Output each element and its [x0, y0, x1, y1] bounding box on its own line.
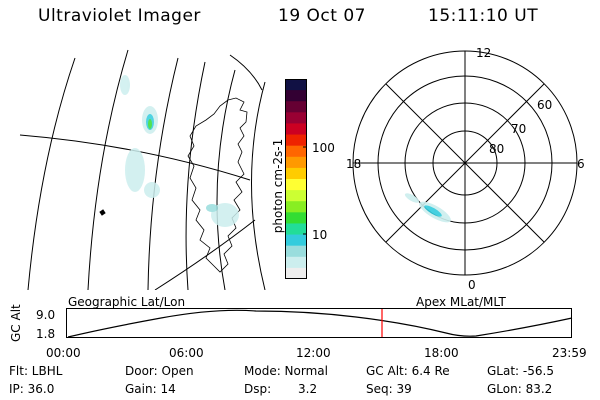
geographic-map	[19, 49, 266, 290]
date-label: 19 Oct 07	[278, 6, 366, 26]
xtick-1200: 12:00	[296, 346, 331, 360]
status-door: Door: Open	[125, 364, 194, 378]
colorbar-segment	[285, 156, 307, 169]
colorbar-segment	[285, 201, 307, 213]
polar-plot	[352, 50, 578, 276]
colorbar-segment	[285, 212, 307, 224]
map-grid-arc	[229, 54, 263, 91]
status-filter: Flt: LBHL	[9, 364, 63, 378]
lat-label-70: 70	[511, 122, 527, 136]
status-dsp-value: 3.2	[298, 382, 318, 396]
map-grid-arc	[87, 49, 129, 290]
mlt-line-diag	[385, 83, 545, 243]
status-gc-alt: GC Alt: 6.4 Re	[366, 364, 450, 378]
aurora-emission	[120, 75, 239, 227]
status-mode: Mode: Normal	[244, 364, 328, 378]
colorbar-segment	[285, 267, 307, 279]
geographic-label: Geographic Lat/Lon	[68, 295, 186, 309]
colorbar	[285, 79, 307, 279]
mlt-label-left: 18	[346, 157, 362, 171]
status-gain: Gain: 14	[125, 382, 176, 396]
orbit-timeline	[66, 308, 573, 338]
colorbar-segment	[285, 190, 307, 202]
colorbar-segment	[285, 112, 307, 124]
colorbar-segment	[285, 167, 307, 180]
island	[99, 209, 106, 216]
lat-label-60: 60	[537, 98, 553, 112]
mlt-label-right: 6	[577, 157, 585, 171]
map-grid-arc	[154, 219, 256, 290]
map-grid-arc	[185, 61, 206, 290]
status-seq: Seq: 39	[366, 382, 412, 396]
coastline	[187, 97, 248, 273]
colorbar-segment	[285, 123, 307, 136]
altitude-curve	[67, 309, 573, 338]
instrument-title: Ultraviolet Imager	[38, 6, 201, 26]
colorbar-segment	[285, 79, 307, 91]
map-grid-arc	[27, 57, 76, 290]
colorbar-tick-10: 10	[312, 228, 328, 242]
ytick-9: 9.0	[36, 308, 56, 322]
colorbar-segment	[285, 101, 307, 113]
lat-label-80: 80	[489, 142, 505, 156]
status-ip: IP: 36.0	[9, 382, 55, 396]
colorbar-tick-100: 100	[312, 141, 335, 155]
xtick-2359: 23:59	[552, 346, 587, 360]
xtick-0600: 06:00	[169, 346, 204, 360]
colorbar-segment	[285, 179, 307, 191]
polar-aurora	[404, 193, 451, 223]
apex-label: Apex MLat/MLT	[416, 295, 506, 309]
mlt-label-bottom: 0	[468, 278, 476, 292]
colorbar-segment	[285, 145, 307, 158]
map-grid-arc	[251, 81, 266, 290]
mlt-label-top: 12	[476, 46, 492, 60]
xtick-0000: 00:00	[46, 346, 81, 360]
colorbar-segment	[285, 245, 307, 258]
colorbar-segment	[285, 234, 307, 247]
map-grid-arc	[147, 57, 179, 290]
colorbar-label: photon cm-2s-1	[271, 138, 285, 234]
xtick-1800: 18:00	[424, 346, 459, 360]
colorbar-segment	[285, 223, 307, 236]
status-glon: GLon: 83.2	[487, 382, 553, 396]
time-label: 15:11:10 UT	[428, 6, 539, 26]
colorbar-segment	[285, 90, 307, 102]
status-glat: GLat: -56.5	[487, 364, 554, 378]
timeline-y-label: GC Alt	[9, 304, 23, 342]
status-dsp-label: Dsp:	[244, 382, 272, 396]
colorbar-segment	[285, 134, 307, 147]
colorbar-segment	[285, 256, 307, 269]
ytick-1-8: 1.8	[36, 327, 56, 341]
map-grid-arc	[216, 69, 236, 290]
